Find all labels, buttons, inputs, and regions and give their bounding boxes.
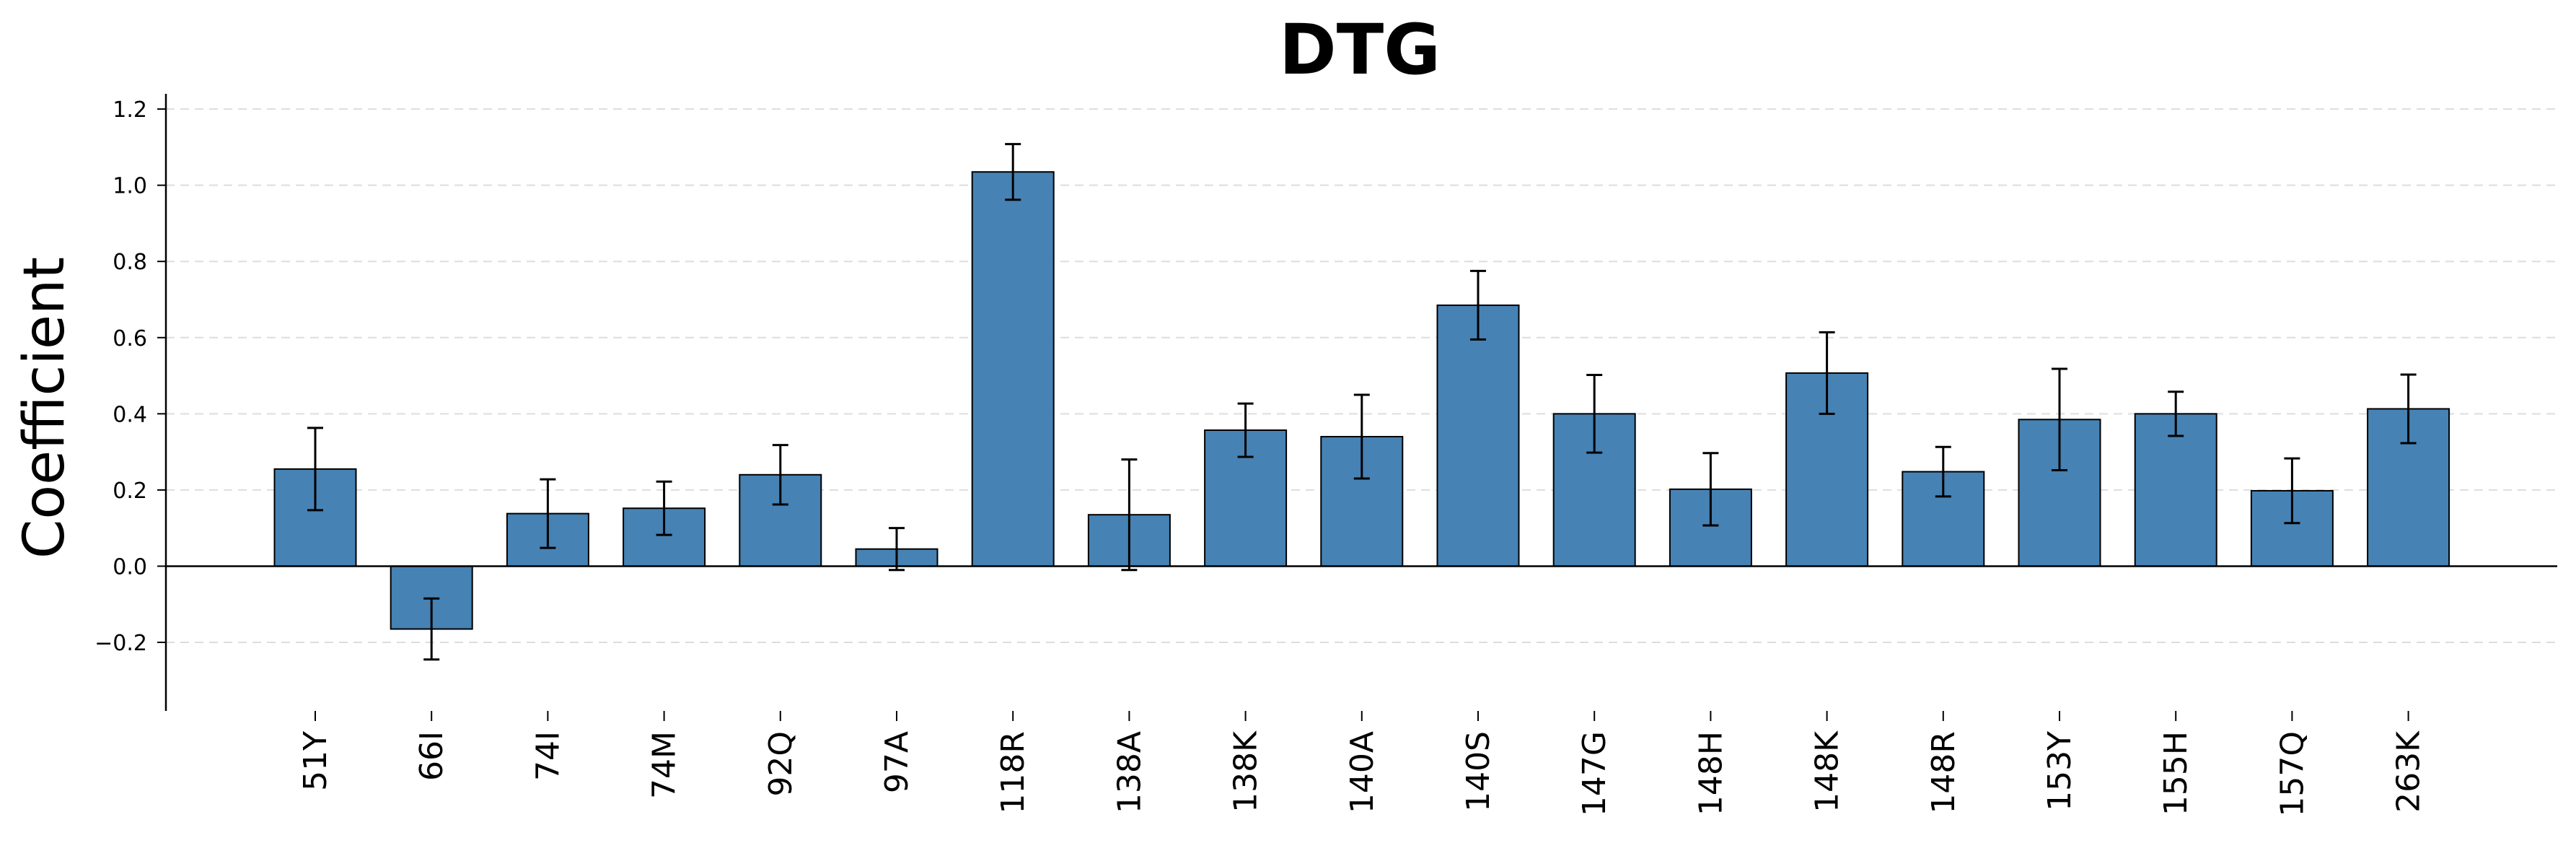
x-tick-label-155H: 155H — [2158, 731, 2194, 816]
x-ticks: 51Y 66I 74I 74M 92Q 97A 118R 138A 138K 140A 140S 14… — [297, 711, 2427, 817]
x-tick-label-153Y: 153Y — [2041, 731, 2078, 811]
error-bars — [307, 143, 2417, 661]
y-tick-label: 1.2 — [113, 97, 147, 123]
y-axis-label: Coefficient — [12, 257, 77, 559]
y-tick-label: −0.2 — [94, 631, 147, 656]
x-tick-label-66I: 66I — [413, 731, 450, 781]
axes — [164, 94, 2557, 711]
x-tick-label-140A: 140A — [1344, 731, 1381, 813]
y-tick-label: 0.6 — [113, 326, 147, 351]
x-tick-label-148R: 148R — [1925, 731, 1962, 814]
bar-140S — [1436, 304, 1520, 567]
x-tick-label-138K: 138K — [1228, 730, 1265, 813]
x-tick-label-157Q: 157Q — [2274, 731, 2311, 817]
x-tick-label-147G: 147G — [1576, 731, 1613, 816]
x-tick-label-92Q: 92Q — [762, 731, 799, 797]
y-tick-label: 1.0 — [113, 174, 147, 199]
x-tick-label-74M: 74M — [646, 731, 683, 799]
y-tick-label: 0.0 — [113, 554, 147, 580]
y-ticks: −0.2 0.0 0.2 0.4 0.6 0.8 1.0 1.2 — [94, 97, 166, 656]
x-tick-label-148H: 148H — [1692, 731, 1729, 816]
x-tick-label-138A: 138A — [1111, 731, 1148, 813]
x-tick-label-263K: 263K — [2391, 730, 2427, 813]
x-tick-label-97A: 97A — [879, 731, 915, 793]
y-tick-label: 0.8 — [113, 250, 147, 275]
chart-title: DTG — [1279, 9, 1441, 90]
x-tick-label-118R: 118R — [995, 731, 1032, 814]
y-tick-label: 0.2 — [113, 479, 147, 504]
bar-118R — [971, 171, 1055, 567]
y-tick-label: 0.4 — [113, 402, 147, 427]
x-tick-label-74I: 74I — [529, 731, 566, 781]
x-tick-label-51Y: 51Y — [297, 731, 334, 791]
x-tick-label-148K: 148K — [1809, 730, 1846, 813]
x-tick-label-140S: 140S — [1460, 731, 1497, 812]
